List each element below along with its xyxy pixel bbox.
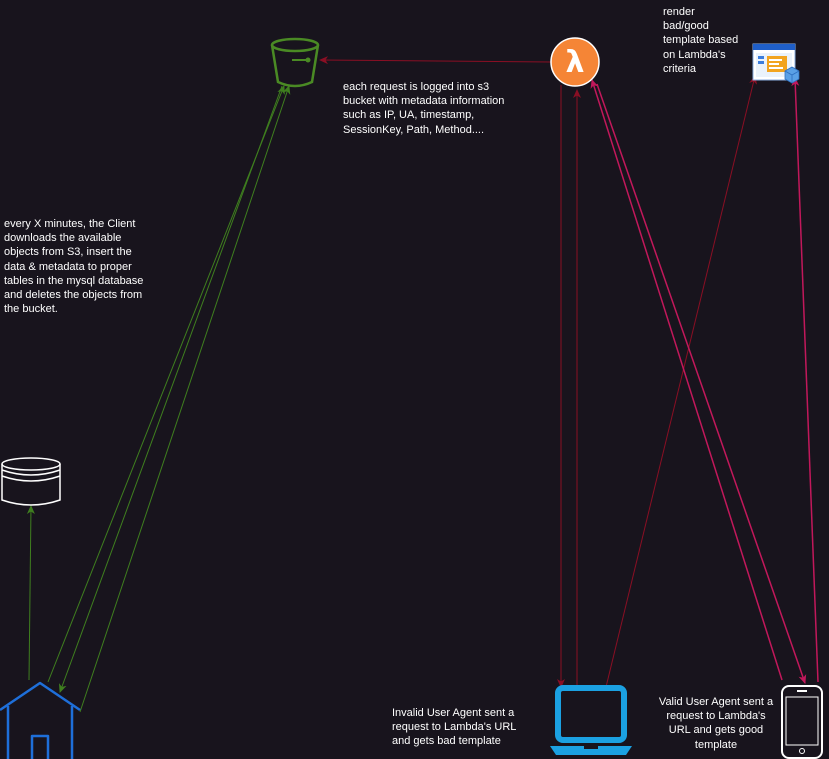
note-line: objects from S3, insert the	[4, 246, 132, 259]
template-page-icon	[752, 43, 800, 84]
note-line: request to Lambda's	[666, 710, 766, 723]
edges	[26, 56, 819, 713]
edge-phone-to-lambda	[590, 79, 783, 681]
note-line: data & metadata to proper	[4, 260, 132, 273]
note-line: the bucket.	[4, 303, 58, 316]
edge-home-to-bucket-a	[47, 85, 285, 683]
note-line: URL and gets good	[668, 724, 764, 737]
edge-laptop-to-template	[605, 75, 757, 688]
lambda-icon: λ	[550, 37, 600, 87]
client-process-note: every X minutes, the Client downloads th…	[4, 217, 143, 316]
note-line: each request is logged into s3	[343, 81, 490, 93]
note-line: render	[663, 6, 695, 18]
edge-home-to-database	[26, 505, 35, 681]
edge-lambda-to-phone	[596, 83, 807, 684]
valid-agent-note: Valid User Agent sent a request to Lambd…	[651, 695, 781, 752]
note-line: bucket with metadata information	[343, 95, 505, 108]
note-line: SessionKey, Path, Method....	[343, 123, 485, 136]
note-line: request to Lambda's URL	[392, 721, 517, 734]
note-line: template based	[663, 34, 739, 47]
note-line: bad/good	[663, 20, 709, 33]
edge-lambda-to-bucket	[319, 56, 552, 65]
note-line: every X minutes, the Client	[4, 218, 136, 230]
laptop-icon	[550, 685, 632, 755]
note-line: and gets bad template	[392, 735, 501, 748]
note-line: tables in the mysql database	[4, 274, 144, 287]
lambda-symbol: λ	[566, 45, 585, 80]
s3-bucket-icon	[270, 37, 320, 88]
render-template-note: render bad/good template based on Lambda…	[663, 5, 738, 76]
note-line: Invalid User Agent sent a	[392, 707, 515, 719]
edge-phone-to-template	[791, 77, 819, 683]
note-line: such as IP, UA, timestamp,	[343, 109, 475, 122]
phone-icon	[781, 685, 823, 759]
lambda-logging-note: each request is logged into s3 bucket wi…	[343, 80, 504, 137]
note-line: template	[694, 738, 738, 751]
note-line: criteria	[663, 62, 697, 75]
edge-home-to-bucket-b	[79, 85, 291, 713]
database-icon	[1, 457, 61, 506]
note-line: and deletes the objects from	[4, 289, 143, 302]
note-line: on Lambda's	[663, 48, 726, 61]
invalid-agent-note: Invalid User Agent sent a request to Lam…	[392, 706, 516, 749]
note-line: Valid User Agent sent a	[658, 696, 774, 708]
note-line: downloads the available	[4, 232, 122, 245]
home-icon	[0, 681, 81, 759]
edge-bucket-to-home	[58, 85, 283, 693]
